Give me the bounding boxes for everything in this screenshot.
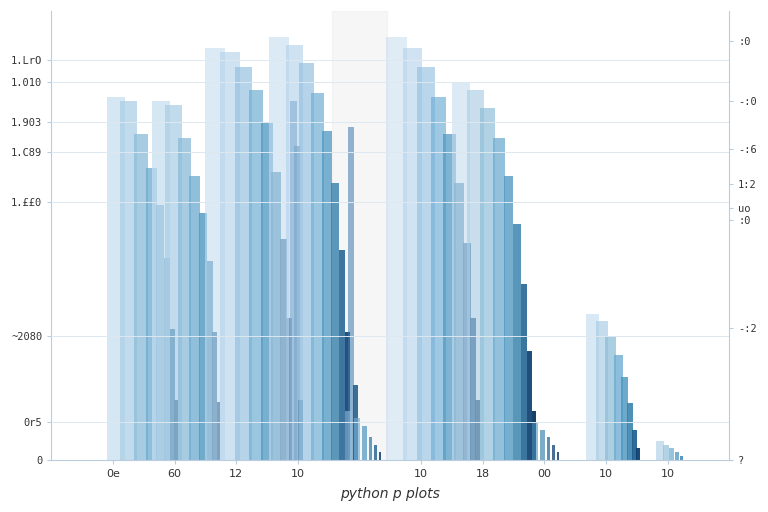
Bar [345,332,349,460]
Bar [532,422,538,460]
Bar [280,239,287,460]
Bar [547,437,551,460]
X-axis label: python p plots: python p plots [340,487,440,501]
Bar [261,123,273,460]
Bar [134,135,147,460]
Bar [513,224,521,460]
Bar [271,172,281,460]
Bar [462,243,471,460]
Bar [636,449,640,460]
Bar [354,418,360,460]
Bar [480,108,495,460]
Bar [146,168,157,460]
Bar [521,284,527,460]
Bar [345,411,352,460]
Bar [311,93,323,460]
Bar [217,401,220,460]
Bar [212,332,217,460]
Bar [332,183,339,460]
Bar [205,49,224,460]
Bar [417,67,435,460]
Bar [207,262,213,460]
Bar [585,314,599,460]
Bar [470,317,476,460]
Bar [286,45,303,460]
Bar [249,90,263,460]
Bar [452,82,470,460]
Bar [670,449,674,460]
Bar [492,138,505,460]
Bar [339,250,346,460]
Bar [632,430,637,460]
Bar [164,258,170,460]
Bar [504,176,514,460]
Bar [189,176,200,460]
Bar [323,131,333,460]
Bar [475,400,480,460]
Bar [596,321,608,460]
Bar [235,67,252,460]
Bar [402,49,422,460]
Bar [170,329,174,460]
Bar [614,355,623,460]
Bar [605,336,617,460]
Bar [627,403,633,460]
Bar [152,101,170,460]
Bar [369,437,372,460]
Bar [177,138,191,460]
Bar [270,37,290,460]
Bar [199,213,207,460]
Bar [680,456,683,460]
Bar [657,441,664,460]
Bar [527,351,532,460]
Bar [664,444,670,460]
Bar [386,37,407,460]
Bar [374,444,377,460]
Bar [220,52,240,460]
Bar [299,63,314,460]
Bar [348,127,354,460]
Bar [454,183,464,460]
Bar [165,104,182,460]
Bar [552,444,555,460]
Bar [362,426,367,460]
Bar [675,452,679,460]
Bar [557,452,559,460]
Bar [174,400,177,460]
Bar [431,97,445,460]
Bar [332,11,387,460]
Bar [379,452,381,460]
Bar [286,317,293,460]
Bar [532,411,535,460]
Bar [290,101,296,460]
Bar [120,101,137,460]
Bar [299,400,303,460]
Bar [353,385,358,460]
Bar [443,135,455,460]
Bar [294,145,300,460]
Bar [621,377,628,460]
Bar [540,430,545,460]
Bar [108,97,124,460]
Bar [467,90,484,460]
Bar [155,205,164,460]
